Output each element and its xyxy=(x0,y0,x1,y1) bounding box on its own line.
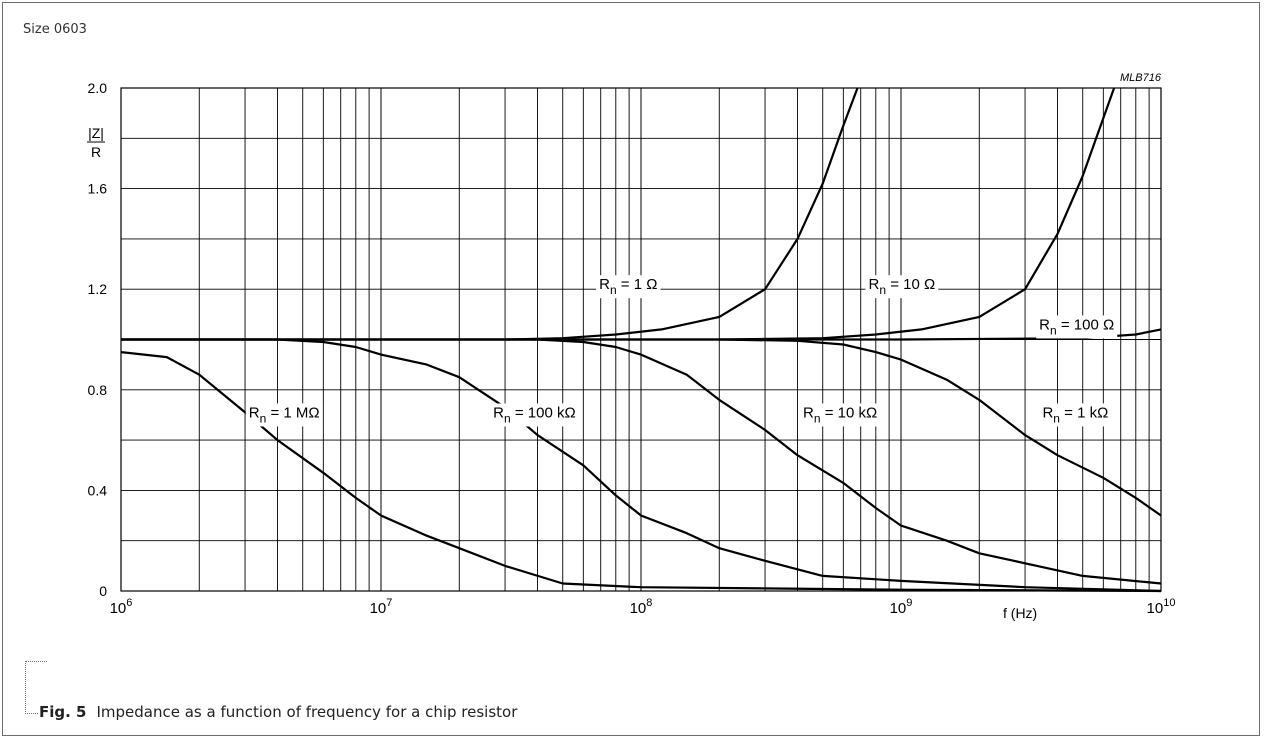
series-label-bg-6 xyxy=(245,403,323,427)
y-tick-label: 1.2 xyxy=(88,281,108,297)
series-label-6: Rn = 1 MΩ xyxy=(249,404,320,425)
y-axis-label-numerator: |Z| xyxy=(88,125,104,141)
series-label-bg-0 xyxy=(596,275,661,299)
y-axis-label-denominator: R xyxy=(91,144,101,160)
series-label-4: Rn = 10 kΩ xyxy=(803,404,877,425)
curve-series-5 xyxy=(121,338,1162,593)
x-tick-label: 109 xyxy=(890,597,913,617)
series-label-bg-1 xyxy=(865,275,939,299)
series-label-1: Rn = 10 Ω xyxy=(869,276,936,297)
y-tick-label: 0 xyxy=(99,583,107,599)
curve-series-1 xyxy=(719,87,1116,341)
caption-bracket-top xyxy=(25,661,47,662)
x-tick-label: 107 xyxy=(370,597,393,617)
series-label-bg-5 xyxy=(490,403,579,427)
y-tick-label: 1.6 xyxy=(88,181,108,197)
figure-caption: Fig. 5 Impedance as a function of frequen… xyxy=(39,703,517,721)
series-label-5: Rn = 100 kΩ xyxy=(493,404,576,425)
figure-code: MLB716 xyxy=(1120,72,1162,84)
series-label-bg-3 xyxy=(1039,403,1112,427)
chart-text: Rn = 1 Ω Rn = 10 Ω Rn = 100 Ω Rn = 1 kΩ Rn =… xyxy=(87,72,1175,621)
series-label-bg-2 xyxy=(1036,315,1118,339)
caption-text: Impedance as a function of frequency for… xyxy=(96,703,518,721)
x-tick-label: 1010 xyxy=(1147,597,1176,617)
y-tick-label: 2.0 xyxy=(88,80,108,96)
caption-figure-number: Fig. 5 xyxy=(39,703,87,721)
impedance-chart: Rn = 1 Ω Rn = 10 Ω Rn = 100 Ω Rn = 1 kΩ Rn =… xyxy=(87,72,1175,621)
curve-series-6 xyxy=(120,351,1162,593)
y-tick-label: 0.4 xyxy=(88,482,108,498)
caption-bracket xyxy=(25,661,38,714)
x-axis-label: f (Hz) xyxy=(1003,605,1037,621)
curve-series-3 xyxy=(121,338,1162,517)
curve-series-0 xyxy=(505,87,859,341)
series-label-3: Rn = 1 kΩ xyxy=(1042,404,1108,425)
series-label-2: Rn = 100 Ω xyxy=(1039,316,1114,337)
series-label-0: Rn = 1 Ω xyxy=(599,276,657,297)
size-label: Size 0603 xyxy=(23,22,87,37)
x-tick-label: 108 xyxy=(630,597,653,617)
x-tick-label: 106 xyxy=(110,597,133,617)
series-label-bg-4 xyxy=(800,403,881,427)
y-tick-label: 0.8 xyxy=(88,382,108,398)
curve-series-4 xyxy=(121,338,1162,585)
